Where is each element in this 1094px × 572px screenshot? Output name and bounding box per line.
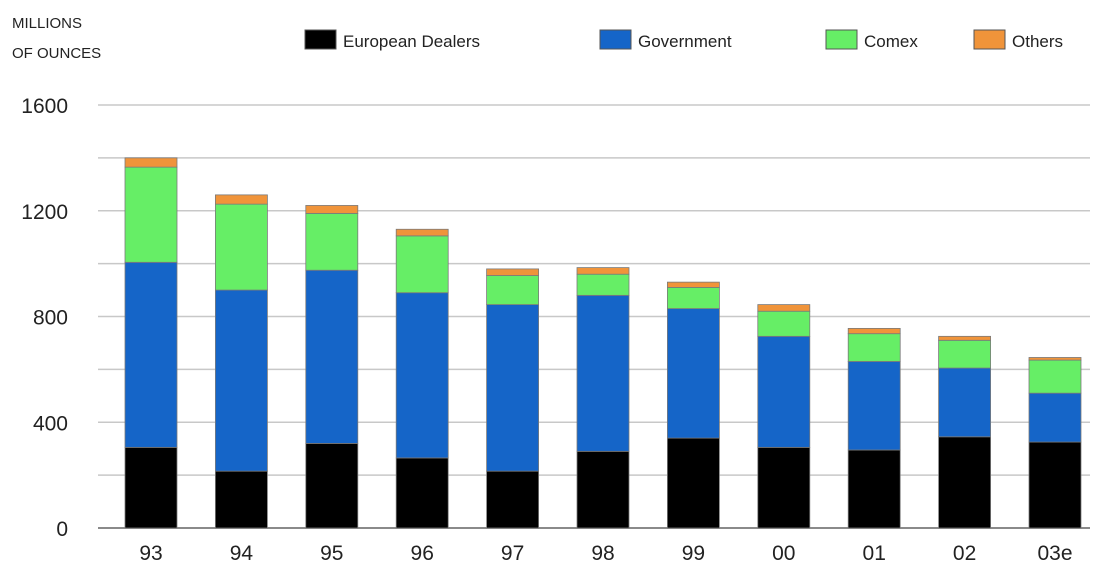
- y-tick-labels: 0 400 800 1200 1600: [21, 95, 68, 541]
- x-tick-label: 95: [320, 542, 343, 565]
- bar-segment: [667, 281, 720, 288]
- bar-segment: [576, 273, 630, 296]
- bar-segment: [486, 470, 540, 529]
- x-tick-labels: 93 94 95 96 97 98 99 00 01 02 03e: [139, 542, 1072, 565]
- bar-segment: [1028, 357, 1082, 361]
- bars: [124, 157, 1082, 529]
- y-axis-label-line-2: OF OUNCES: [12, 45, 101, 62]
- bar-segment: [305, 442, 359, 529]
- bar-segment: [395, 292, 449, 459]
- legend-label: European Dealers: [343, 32, 480, 51]
- bar-segment: [1028, 359, 1082, 394]
- bar-segment: [486, 275, 540, 306]
- bar-segment: [1028, 392, 1082, 443]
- y-tick-label: 1200: [21, 201, 68, 224]
- bar-segment: [576, 294, 630, 452]
- bar-segment: [938, 367, 991, 438]
- bar-segment: [124, 446, 178, 529]
- x-tick-label: 93: [139, 542, 162, 565]
- bar-segment: [305, 205, 359, 214]
- y-tick-label: 0: [56, 518, 68, 541]
- bar-segment: [395, 457, 449, 529]
- bar-segment: [576, 450, 630, 529]
- x-tick-label: 98: [591, 542, 614, 565]
- x-tick-label: 02: [953, 542, 976, 565]
- bar-segment: [305, 212, 359, 271]
- bar-segment: [847, 449, 901, 529]
- bar-segment: [847, 333, 901, 362]
- bar-segment: [847, 327, 901, 335]
- x-tick-label: 03e: [1037, 542, 1072, 565]
- bar-segment: [124, 166, 178, 263]
- x-tick-label: 94: [230, 542, 254, 565]
- x-tick-label: 00: [772, 542, 795, 565]
- bar-segment: [757, 446, 811, 529]
- bar-segment: [667, 308, 720, 439]
- legend-swatch: [825, 29, 858, 50]
- bar-segment: [938, 335, 991, 341]
- x-tick-label: 99: [682, 542, 705, 565]
- y-tick-label: 1600: [21, 95, 68, 118]
- legend-label: Others: [1012, 32, 1063, 51]
- y-axis-label: MILLIONS OF OUNCES: [12, 15, 101, 62]
- x-tick-label: 01: [863, 542, 886, 565]
- bar-segment: [757, 304, 811, 312]
- bar-segment: [847, 361, 901, 451]
- legend-swatch: [599, 29, 632, 50]
- bar-segment: [214, 289, 268, 472]
- bar-segment: [214, 203, 268, 291]
- bar-segment: [124, 261, 178, 448]
- bar-segment: [667, 437, 720, 529]
- legend-label: Government: [638, 32, 732, 51]
- legend-swatch: [304, 29, 337, 50]
- bar-segment: [757, 335, 811, 448]
- y-axis-label-line-1: MILLIONS: [12, 15, 82, 32]
- bar-segment: [757, 310, 811, 337]
- bar-segment: [395, 235, 449, 294]
- bar-segment: [1028, 441, 1082, 529]
- bar-segment: [938, 436, 991, 529]
- bar-segment: [214, 194, 268, 205]
- bar-segment: [938, 339, 991, 369]
- bar-segment: [214, 470, 268, 529]
- x-tick-label: 96: [411, 542, 434, 565]
- bar-segment: [486, 268, 540, 276]
- y-tick-label: 800: [33, 307, 68, 330]
- bar-segment: [395, 228, 449, 237]
- bar-segment: [486, 304, 540, 472]
- legend: European Dealers Government Comex Others: [304, 29, 1063, 51]
- y-tick-label: 400: [33, 412, 68, 435]
- bar-segment: [667, 287, 720, 309]
- x-tick-label: 97: [501, 542, 524, 565]
- legend-swatch: [973, 29, 1006, 50]
- bar-segment: [305, 269, 359, 444]
- bar-segment: [576, 267, 630, 275]
- bar-segment: [124, 157, 178, 168]
- legend-label: Comex: [864, 32, 918, 51]
